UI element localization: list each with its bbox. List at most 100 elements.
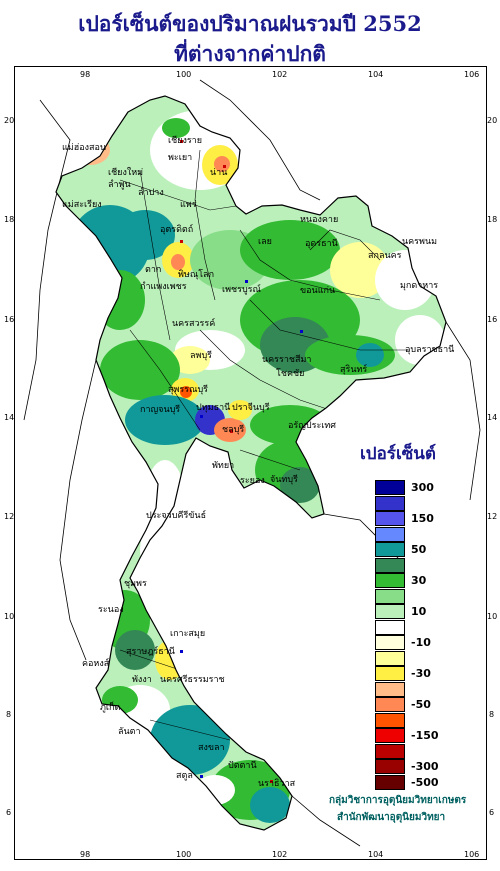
- y-tick-left: 12: [4, 512, 15, 521]
- place-label: มุกดาหาร: [400, 281, 439, 291]
- place-label: สงขลา: [198, 743, 225, 753]
- place-label: อุบลราชธานี: [405, 345, 455, 355]
- legend-label: 50: [411, 543, 427, 556]
- legend-swatch: [375, 511, 405, 526]
- y-tick-left: 18: [4, 215, 15, 224]
- place-label: ขอนแก่น: [300, 286, 336, 296]
- place-label: น่าน: [210, 168, 228, 178]
- map-frame: [14, 66, 487, 860]
- legend-swatch: [375, 480, 405, 495]
- x-tick-bottom: 100: [176, 850, 192, 859]
- place-label: ลพบุรี: [190, 351, 212, 361]
- legend-swatch: [375, 588, 405, 604]
- legend-label: -30: [411, 667, 431, 680]
- legend-swatch: [375, 697, 405, 712]
- x-tick-bottom: 98: [80, 850, 91, 859]
- place-label: นครศรีธรรมราช: [160, 675, 225, 685]
- place-label: พัทยา: [212, 461, 235, 471]
- place-label: นครราชสีมา: [262, 355, 312, 365]
- x-tick-top: 106: [464, 70, 480, 79]
- place-label: ปราจีนบุรี: [232, 403, 270, 413]
- y-tick-left: 6: [6, 808, 12, 817]
- place-label: นครพนม: [402, 237, 438, 247]
- y-tick-right: 10: [487, 612, 498, 621]
- legend-label: -300: [411, 760, 439, 773]
- y-tick-right: 14: [487, 413, 498, 422]
- legend-label: 10: [411, 605, 427, 618]
- place-label: หนองคาย: [300, 215, 339, 225]
- map-title-line2: ที่ต่างจากค่าปกติ: [174, 41, 326, 66]
- y-tick-right: 6: [489, 808, 495, 817]
- legend-swatch: [375, 542, 405, 557]
- credit-line2: สำนักพัฒนาอุตุนิยมวิทยา: [337, 812, 446, 823]
- place-label: อุตรดิตถ์: [160, 225, 194, 235]
- map-title-line1: เปอร์เซ็นต์ของปริมาณฝนรวมปี 2552: [78, 11, 422, 36]
- legend-label: 300: [411, 481, 434, 494]
- legend-swatch: [375, 743, 405, 759]
- legend-swatch: [375, 573, 405, 588]
- legend-label: -150: [411, 729, 439, 742]
- place-label: พะเยา: [168, 153, 193, 163]
- neighbor-borders: [23, 79, 481, 847]
- place-label: ลำปาง: [138, 188, 164, 198]
- place-label: เชียงใหม่: [108, 168, 144, 178]
- place-label: ระยอง: [240, 476, 265, 486]
- legend-swatch: [375, 604, 405, 619]
- place-label: ประจวบคีรีขันธ์: [146, 511, 207, 521]
- place-label: นครสวรรค์: [172, 319, 216, 329]
- legend-label: -10: [411, 636, 431, 649]
- place-label: ลำพูน: [108, 180, 131, 190]
- y-tick-right: 18: [487, 215, 498, 224]
- place-label: แม่สะเรียง: [62, 200, 102, 210]
- place-label: สตูล: [176, 771, 193, 781]
- y-tick-right: 8: [489, 710, 495, 719]
- place-label: เกาะสมุย: [170, 629, 206, 639]
- place-label: คอหงส์: [82, 659, 110, 669]
- x-tick-top: 100: [176, 70, 192, 79]
- place-label: สกลนคร: [368, 251, 402, 261]
- legend-label: 150: [411, 512, 434, 525]
- legend-swatch: [375, 728, 405, 743]
- place-label: อุดรธานี: [305, 239, 338, 249]
- legend-swatch: [375, 557, 405, 573]
- place-label: ชุมพร: [124, 579, 147, 589]
- place-label: ระนอง: [98, 605, 124, 615]
- province-borders: [119, 149, 410, 741]
- place-label: แพร่: [180, 200, 197, 210]
- y-tick-left: 8: [6, 710, 12, 719]
- x-tick-top: 102: [272, 70, 288, 79]
- place-label: สุพรรณบุรี: [168, 385, 208, 395]
- credit-line1: กลุ่มวิชาการอุตุนิยมวิทยาเกษตร: [329, 795, 467, 806]
- place-label: ภูเก็ต: [100, 703, 121, 713]
- place-label: ตาก: [145, 265, 162, 275]
- legend-swatch: [375, 774, 405, 790]
- legend-label: 30: [411, 574, 427, 587]
- y-tick-left: 20: [4, 116, 15, 125]
- place-label: จันทบุรี: [270, 475, 298, 485]
- place-label: เชียงราย: [168, 136, 203, 146]
- place-label: ปัตตานี: [228, 761, 257, 771]
- legend-swatch: [375, 526, 405, 542]
- legend-swatch: [375, 712, 405, 728]
- y-tick-left: 16: [4, 315, 15, 324]
- place-label: สุราษฎร์ธานี: [126, 647, 175, 657]
- station-markers: [180, 140, 303, 783]
- place-label: เลย: [258, 237, 272, 247]
- y-tick-right: 12: [487, 512, 498, 521]
- x-tick-bottom: 104: [368, 850, 384, 859]
- place-label: อรัญประเทศ: [288, 421, 337, 431]
- y-tick-right: 16: [487, 315, 498, 324]
- legend-swatch: [375, 666, 405, 681]
- x-tick-top: 104: [368, 70, 384, 79]
- legend-swatch: [375, 495, 405, 511]
- place-label: สุรินทร์: [340, 365, 368, 375]
- x-tick-bottom: 102: [272, 850, 288, 859]
- x-tick-bottom: 106: [464, 850, 480, 859]
- legend-swatch: [375, 635, 405, 650]
- legend-swatch: [375, 681, 405, 697]
- place-label: ลันตา: [118, 727, 141, 737]
- legend-title: เปอร์เซ็นต์: [360, 444, 436, 464]
- place-label: นราธิวาส: [258, 779, 296, 789]
- legend-swatch: [375, 619, 405, 635]
- y-tick-left: 14: [4, 413, 15, 422]
